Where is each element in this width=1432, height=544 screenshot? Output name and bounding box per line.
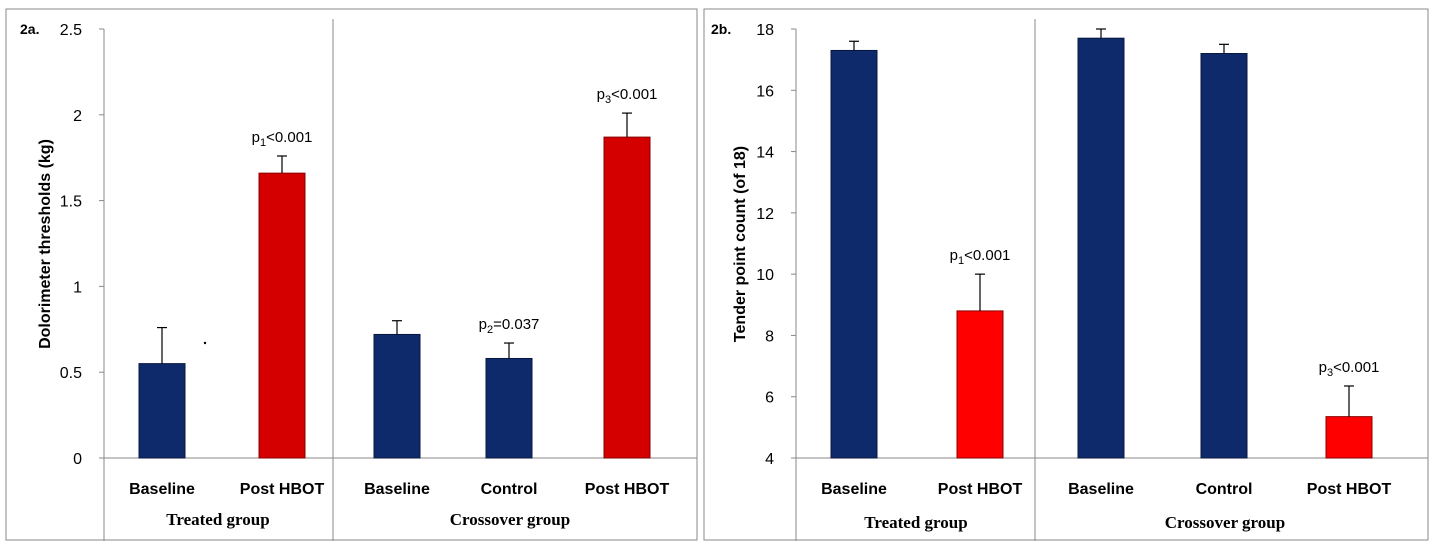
y-tick-label: 2: [73, 108, 82, 125]
panel-b-label: 2b.: [711, 21, 731, 37]
y-tick-label: 18: [756, 22, 774, 39]
group-label: Treated group: [864, 513, 967, 532]
panel-a: 2a. Dolorimeter thresholds (kg) 0 0.5 1 1.5…: [5, 8, 698, 541]
stray-dot: [203, 341, 207, 345]
y-tick-label: 0: [73, 451, 82, 468]
y-tick-label: 1: [73, 279, 82, 296]
y-tick-label: 2.5: [60, 22, 82, 39]
panel-a-label: 2a.: [20, 21, 39, 37]
bar-baseline: [1077, 37, 1125, 459]
category-label: Post HBOT: [585, 481, 670, 498]
y-tick-label: 8: [765, 328, 774, 345]
y-tick-label: 10: [756, 267, 774, 284]
category-label: Control: [481, 481, 538, 498]
y-tick-label: 0.5: [60, 365, 82, 382]
category-label: Baseline: [129, 481, 195, 498]
bar-control: [485, 357, 533, 459]
y-tick-label: 14: [756, 145, 774, 162]
bar-control: [1200, 53, 1248, 459]
category-label: Post HBOT: [938, 481, 1023, 498]
p-value-label: p1<0.001: [252, 129, 313, 149]
panel-a-bars: p1<0.001 p2=0.037 p3<0.001: [138, 86, 658, 459]
panel-b-category-labels: Baseline Post HBOT Baseline Control Post HBO…: [821, 481, 1391, 498]
panel-a-y-axis-label: Dolorimeter thresholds (kg): [37, 139, 54, 349]
group-label: Crossover group: [450, 510, 570, 529]
panel-b: 2b. Tender point count (of 18) 4 6 8 10 12 14…: [703, 8, 1429, 541]
y-tick-label: 6: [765, 390, 774, 407]
panel-b-bars: p1<0.001 p3<0.001: [830, 28, 1380, 459]
bar-post-hbot: [1325, 416, 1373, 459]
panel-b-y-ticks: 4 6 8 10 12 14 16 18: [756, 22, 796, 468]
panel-b-group-labels: Treated group Crossover group: [864, 513, 1285, 532]
panel-a-y-ticks: 0 0.5 1 1.5 2 2.5: [60, 22, 104, 468]
y-tick-label: 1.5: [60, 194, 82, 211]
category-label: Post HBOT: [240, 481, 325, 498]
panel-a-category-labels: Baseline Post HBOT Baseline Control Post HBO…: [129, 481, 669, 498]
group-label: Treated group: [166, 510, 269, 529]
panel-a-group-labels: Treated group Crossover group: [166, 510, 570, 529]
p-value-label: p3<0.001: [597, 86, 658, 106]
category-label: Baseline: [1068, 481, 1134, 498]
bar-baseline: [373, 333, 421, 459]
category-label: Post HBOT: [1307, 481, 1392, 498]
p-value-label: p2=0.037: [479, 316, 540, 336]
category-label: Baseline: [821, 481, 887, 498]
panel-b-y-axis-label: Tender point count (of 18): [732, 146, 749, 342]
p-value-label: p3<0.001: [1319, 359, 1380, 379]
bar-post-hbot: [258, 172, 306, 459]
category-label: Control: [1196, 481, 1253, 498]
bar-baseline: [830, 49, 878, 459]
p-value-label: p1<0.001: [950, 247, 1011, 267]
y-tick-label: 4: [765, 451, 774, 468]
y-tick-label: 16: [756, 83, 774, 100]
bar-post-hbot: [603, 136, 651, 459]
y-tick-label: 12: [756, 206, 774, 223]
group-label: Crossover group: [1165, 513, 1285, 532]
category-label: Baseline: [364, 481, 430, 498]
bar-post-hbot: [956, 310, 1004, 459]
panel-b-frame: [703, 8, 1429, 541]
panel-a-frame: [5, 8, 698, 541]
bar-baseline: [138, 363, 186, 459]
